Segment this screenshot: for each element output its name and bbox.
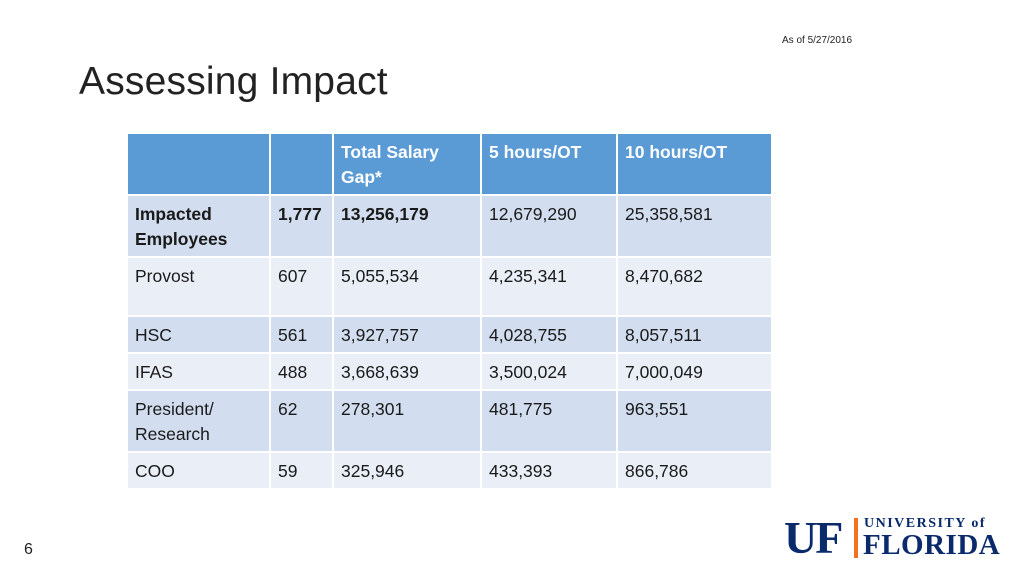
row-count: 62 (270, 390, 334, 453)
table-row: Impacted Employees 1,777 13,256,179 12,6… (128, 195, 773, 258)
row-10-hours-ot: 866,786 (617, 452, 773, 490)
row-total-salary-gap: 325,946 (333, 452, 482, 490)
row-5-hours-ot: 433,393 (481, 452, 618, 490)
row-count: 59 (270, 452, 334, 490)
logo-initials: UF (784, 512, 843, 563)
header-5-hours-ot: 5 hours/OT (481, 134, 618, 196)
slide-title: Assessing Impact (79, 60, 388, 103)
row-label: IFAS (128, 353, 271, 391)
row-5-hours-ot: 3,500,024 (481, 353, 618, 391)
row-10-hours-ot: 963,551 (617, 390, 773, 453)
row-total-salary-gap: 5,055,534 (333, 257, 482, 317)
row-5-hours-ot: 4,028,755 (481, 316, 618, 354)
row-total-salary-gap: 13,256,179 (333, 195, 482, 258)
row-10-hours-ot: 8,470,682 (617, 257, 773, 317)
table-row: COO 59 325,946 433,393 866,786 (128, 452, 773, 490)
row-label: HSC (128, 316, 271, 354)
row-10-hours-ot: 25,358,581 (617, 195, 773, 258)
table-row: HSC 561 3,927,757 4,028,755 8,057,511 (128, 316, 773, 354)
row-5-hours-ot: 4,235,341 (481, 257, 618, 317)
logo-divider (854, 518, 858, 558)
logo-florida-text: FLORIDA (863, 529, 1001, 561)
row-5-hours-ot: 481,775 (481, 390, 618, 453)
table-row: Provost 607 5,055,534 4,235,341 8,470,68… (128, 257, 773, 317)
row-total-salary-gap: 3,927,757 (333, 316, 482, 354)
row-total-salary-gap: 3,668,639 (333, 353, 482, 391)
row-10-hours-ot: 7,000,049 (617, 353, 773, 391)
row-count: 561 (270, 316, 334, 354)
table-header-row: Total Salary Gap* 5 hours/OT 10 hours/OT (128, 134, 773, 196)
row-10-hours-ot: 8,057,511 (617, 316, 773, 354)
logo-university-text: UNIVERSITY of (864, 516, 987, 531)
table-row: President/ Research 62 278,301 481,775 9… (128, 390, 773, 453)
row-count: 488 (270, 353, 334, 391)
row-count: 1,777 (270, 195, 334, 258)
header-label (128, 134, 271, 196)
row-label: Provost (128, 257, 271, 317)
row-5-hours-ot: 12,679,290 (481, 195, 618, 258)
impact-table: Total Salary Gap* 5 hours/OT 10 hours/OT… (128, 134, 773, 490)
row-count: 607 (270, 257, 334, 317)
row-label: President/ Research (128, 390, 271, 453)
header-total-salary-gap: Total Salary Gap* (333, 134, 482, 196)
header-count (270, 134, 334, 196)
date-note: As of 5/27/2016 (782, 35, 853, 46)
uf-logo: UF UNIVERSITY of FLORIDA (784, 512, 1002, 563)
page-number: 6 (24, 541, 33, 558)
row-total-salary-gap: 278,301 (333, 390, 482, 453)
row-label: Impacted Employees (128, 195, 271, 258)
row-label: COO (128, 452, 271, 490)
table-row: IFAS 488 3,668,639 3,500,024 7,000,049 (128, 353, 773, 391)
header-10-hours-ot: 10 hours/OT (617, 134, 773, 196)
